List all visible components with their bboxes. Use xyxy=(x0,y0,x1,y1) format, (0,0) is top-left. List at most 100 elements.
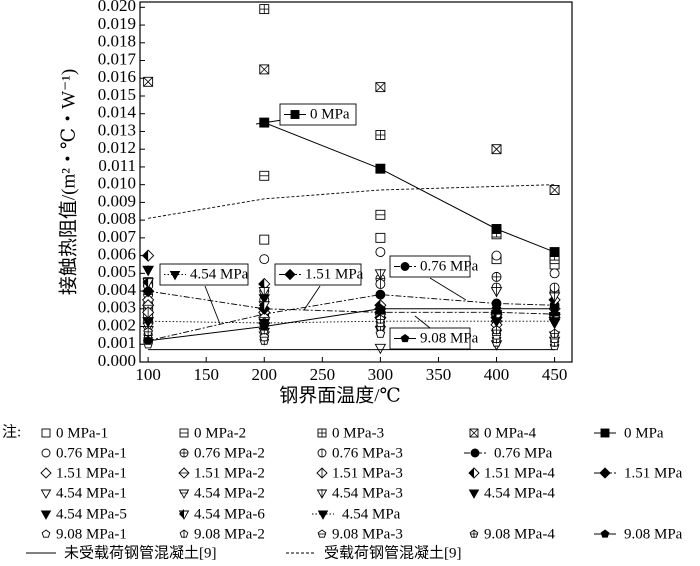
annotation-arrow xyxy=(255,119,283,125)
y-tick-label: 0.004 xyxy=(98,280,137,299)
x-tick-label: 150 xyxy=(193,365,219,384)
marker-shape xyxy=(490,317,503,328)
marker xyxy=(40,489,52,499)
legend-label: 0.76 MPa xyxy=(494,445,553,461)
marker xyxy=(316,489,328,499)
legend-label: 1.51 MPa-3 xyxy=(332,465,403,481)
x-tick-label: 400 xyxy=(484,365,510,384)
marker-shape xyxy=(41,529,51,538)
marker-shape xyxy=(600,529,610,538)
marker-shape xyxy=(549,268,560,279)
marker-shape xyxy=(143,335,153,345)
marker-detail xyxy=(259,64,270,75)
marker xyxy=(468,467,480,479)
marker xyxy=(259,321,270,331)
marker-shape xyxy=(259,321,270,331)
series-line xyxy=(148,184,555,219)
marker xyxy=(375,209,386,220)
marker xyxy=(375,328,386,338)
marker-detail xyxy=(375,82,386,92)
legend-label: 0.76 MPa-3 xyxy=(332,445,403,461)
marker-shape xyxy=(142,265,154,277)
marker-detail xyxy=(549,185,560,195)
annotation-box xyxy=(274,263,362,286)
marker xyxy=(375,303,386,313)
marker xyxy=(169,271,181,281)
marker xyxy=(549,247,560,257)
marker-shape xyxy=(375,247,386,257)
marker-shape xyxy=(40,489,52,499)
marker-shape xyxy=(258,294,271,305)
y-tick-label: 0.018 xyxy=(98,32,136,51)
legend-label: 9.08 MPa xyxy=(624,526,683,542)
y-tick-label: 0.005 xyxy=(98,262,136,281)
legend-label: 1.51 MPa-4 xyxy=(484,465,555,481)
marker xyxy=(549,185,560,195)
y-axis-title: 接触热阻值/(m²・℃・W⁻¹) xyxy=(57,69,79,295)
legend-label: 4.54 MPa-1 xyxy=(56,485,127,501)
marker xyxy=(142,265,154,277)
marker xyxy=(599,467,611,479)
x-tick-label: 100 xyxy=(135,365,161,384)
marker-shape xyxy=(470,448,480,458)
marker xyxy=(317,448,327,458)
marker-detail xyxy=(469,428,479,438)
marker xyxy=(374,268,387,280)
y-tick-label: 0.009 xyxy=(98,191,136,210)
marker xyxy=(549,328,560,339)
legend-label: 受载荷钢管混凝土[9] xyxy=(324,544,462,561)
marker xyxy=(375,82,386,93)
x-tick-label: 350 xyxy=(426,365,452,384)
marker xyxy=(142,317,154,328)
marker xyxy=(179,428,189,438)
marker-shape xyxy=(284,268,296,281)
marker xyxy=(259,170,270,181)
legend-label: 0.76 MPa-2 xyxy=(194,445,265,461)
marker xyxy=(259,234,270,245)
legend-label: 0 MPa-3 xyxy=(332,425,384,441)
legend-label: 4.54 MPa xyxy=(342,506,401,522)
marker xyxy=(549,303,560,313)
annotation-box xyxy=(159,263,249,286)
legend-label: 0.76 MPa-1 xyxy=(56,445,127,461)
marker xyxy=(141,284,155,298)
legend-label: 0 MPa-1 xyxy=(56,425,108,441)
marker-shape xyxy=(178,489,190,499)
legend-label: 9.08 MPa-4 xyxy=(484,526,555,542)
legend-label: 4.54 MPa-5 xyxy=(56,506,127,522)
legend-label: 4.54 MPa-6 xyxy=(194,506,265,522)
marker-shape xyxy=(548,317,561,328)
marker-shape xyxy=(290,110,300,119)
legend-label: 0 MPa-2 xyxy=(194,425,246,441)
marker-shape xyxy=(491,224,502,234)
marker xyxy=(490,286,503,298)
marker xyxy=(258,286,271,298)
marker-shape xyxy=(141,284,155,298)
annotation: 0.76 MPa xyxy=(420,258,479,274)
y-tick-label: 0.017 xyxy=(98,49,137,68)
marker xyxy=(375,232,386,243)
marker xyxy=(141,249,155,262)
y-tick-label: 0.014 xyxy=(98,103,137,122)
marker xyxy=(40,510,52,520)
marker xyxy=(143,76,154,87)
marker xyxy=(470,448,480,458)
marker-shape xyxy=(142,317,154,328)
marker xyxy=(41,529,51,538)
legend-label: 9.08 MPa-3 xyxy=(332,526,403,542)
marker-shape xyxy=(491,250,502,261)
marker-shape xyxy=(259,254,270,265)
marker-shape xyxy=(400,262,410,271)
marker-shape xyxy=(599,467,611,479)
marker-shape xyxy=(375,232,386,243)
marker xyxy=(375,314,386,324)
marker-shape xyxy=(400,333,410,343)
annotation-arrow xyxy=(303,285,321,311)
annotation-box xyxy=(389,327,471,350)
marker-detail xyxy=(258,278,265,290)
legend-label: 4.54 MPa-2 xyxy=(194,485,265,501)
marker xyxy=(600,529,610,538)
marker-shape xyxy=(41,428,51,438)
y-tick-label: 0.015 xyxy=(98,85,136,104)
marker xyxy=(178,509,190,520)
